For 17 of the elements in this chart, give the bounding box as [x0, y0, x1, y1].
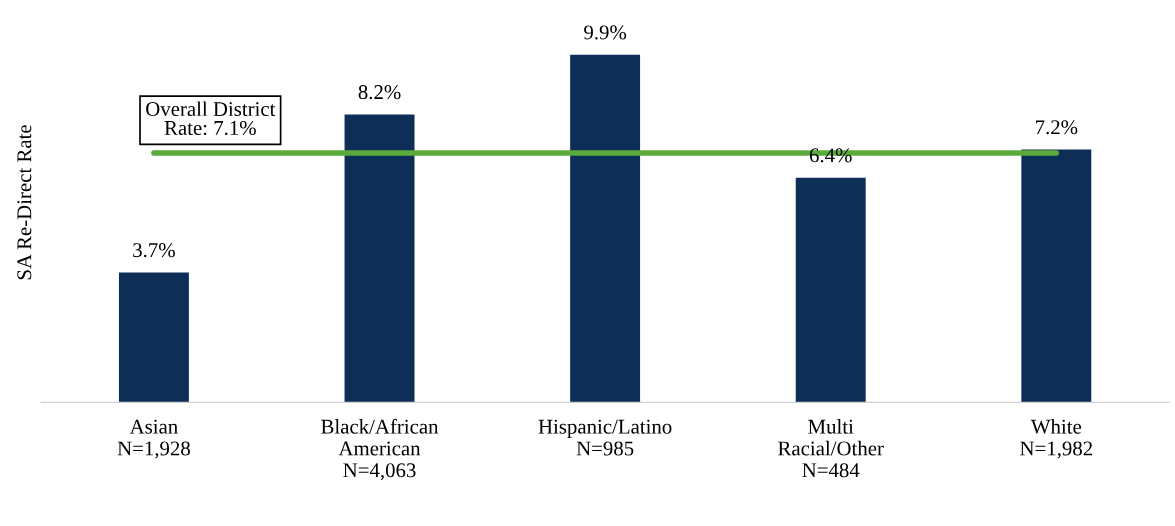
data-label: 6.4% — [809, 148, 852, 163]
data-label: 3.7% — [133, 243, 175, 258]
data-label: 8.2% — [358, 85, 401, 100]
x-tick-label: Asian N=1,928 — [117, 419, 190, 459]
data-label: 9.9% — [584, 25, 627, 40]
bar — [118, 272, 189, 403]
bar — [570, 54, 641, 403]
y-axis-title: SA Re-Direct Rate — [17, 125, 32, 280]
x-tick-label: Hispanic/Latino N=985 — [538, 419, 672, 456]
bar — [1021, 149, 1092, 403]
bar — [344, 114, 415, 403]
data-label: 7.2% — [1036, 120, 1078, 135]
bar — [795, 177, 866, 403]
x-tick-label: Black/African American N=4,063 — [321, 418, 439, 481]
x-tick-label: White N=1,982 — [1020, 419, 1093, 459]
ref-line-label: Overall District Rate: 7.1% — [146, 101, 276, 136]
x-tick-label: Multi Racial/Other N=484 — [778, 419, 884, 478]
